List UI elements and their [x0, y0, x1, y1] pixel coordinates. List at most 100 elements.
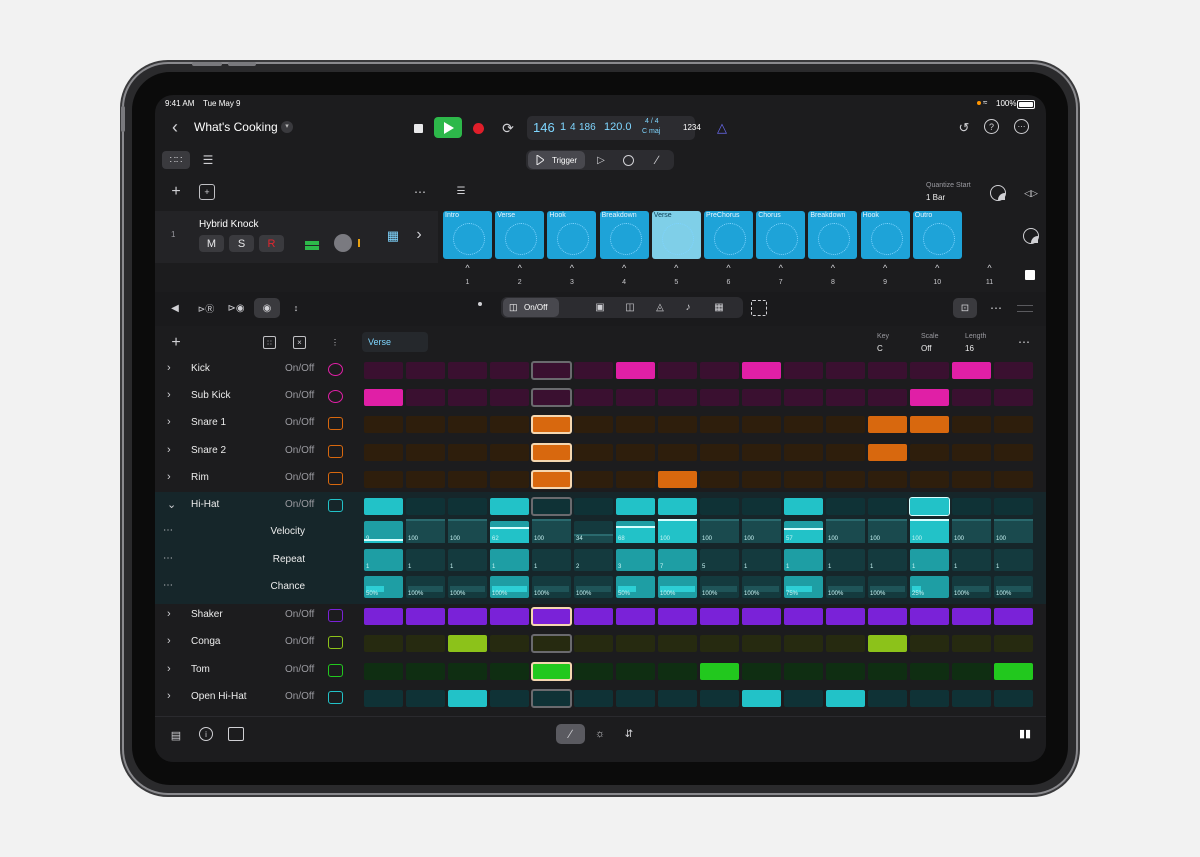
step-cell[interactable]: [784, 498, 823, 515]
step-cell[interactable]: [658, 663, 697, 680]
step-cell[interactable]: [784, 608, 823, 625]
velocity-cell[interactable]: 100: [910, 519, 949, 543]
step-cell[interactable]: [952, 416, 991, 433]
velocity-cell[interactable]: 100: [868, 519, 907, 543]
step-cell[interactable]: [868, 663, 907, 680]
step-cell[interactable]: [868, 362, 907, 379]
timer-button[interactable]: [1023, 228, 1039, 244]
step-cell[interactable]: [490, 416, 529, 433]
step-cell[interactable]: [910, 389, 949, 406]
step-cell[interactable]: [616, 635, 655, 652]
step-cell[interactable]: [784, 690, 823, 707]
scene-launch-chevron-up-icon[interactable]: ^: [778, 263, 783, 273]
scene-launch-chevron-up-icon[interactable]: ^: [830, 263, 835, 273]
repeat-cell[interactable]: 1: [868, 549, 907, 571]
mixer-button[interactable]: ⇵: [621, 726, 637, 742]
step-cell[interactable]: [490, 635, 529, 652]
velocity-cell[interactable]: 100: [826, 519, 865, 543]
step-cell[interactable]: [574, 498, 613, 515]
step-cell[interactable]: [406, 416, 445, 433]
step-cell[interactable]: [910, 690, 949, 707]
step-cell[interactable]: [574, 362, 613, 379]
repeat-cell[interactable]: 1: [532, 549, 571, 571]
step-cell[interactable]: [574, 471, 613, 488]
step-cell[interactable]: [364, 389, 403, 406]
row-mode[interactable]: On/Off: [285, 499, 315, 510]
clear-pattern-button[interactable]: ×: [293, 336, 306, 349]
step-cell[interactable]: [784, 362, 823, 379]
step-cell[interactable]: [574, 635, 613, 652]
velocity-cell[interactable]: 100: [532, 519, 571, 543]
step-cell[interactable]: [448, 362, 487, 379]
velocity-label[interactable]: Velocity: [270, 526, 305, 537]
step-cell[interactable]: [406, 444, 445, 461]
chevron-right-icon[interactable]: ›: [167, 663, 171, 675]
velocity-cell[interactable]: 100: [658, 519, 697, 543]
row-mode[interactable]: On/Off: [285, 691, 315, 702]
step-cell[interactable]: [616, 608, 655, 625]
step-cell[interactable]: [658, 389, 697, 406]
grid-view-button[interactable]: ∷∷: [162, 151, 190, 169]
step-cell[interactable]: [826, 444, 865, 461]
repeat-cell[interactable]: 1: [784, 549, 823, 571]
editor-more-button[interactable]: ⋯: [988, 300, 1004, 316]
chance-cell[interactable]: 100%: [952, 576, 991, 598]
row-mode[interactable]: On/Off: [285, 417, 315, 428]
step-cell[interactable]: [658, 635, 697, 652]
step-cell[interactable]: [658, 416, 697, 433]
scene-clip[interactable]: Chorus: [756, 211, 806, 259]
step-cell[interactable]: [826, 690, 865, 707]
step-cell[interactable]: [616, 471, 655, 488]
step-cell[interactable]: [742, 498, 781, 515]
row-name[interactable]: Open Hi-Hat: [191, 691, 247, 702]
step-cell[interactable]: [868, 416, 907, 433]
chevron-right-icon[interactable]: ›: [167, 635, 171, 647]
project-title[interactable]: What's Cooking: [194, 120, 278, 134]
chance-cell[interactable]: 100%: [574, 576, 613, 598]
chance-cell[interactable]: 50%: [616, 576, 655, 598]
loop-brain-icon[interactable]: ⊳◉: [227, 302, 245, 314]
step-cell[interactable]: [448, 444, 487, 461]
step-cell[interactable]: [531, 634, 572, 653]
step-cell[interactable]: [784, 416, 823, 433]
scene-launch-chevron-up-icon[interactable]: ^: [726, 263, 731, 273]
chance-cell[interactable]: 100%: [700, 576, 739, 598]
chance-cell[interactable]: 100%: [742, 576, 781, 598]
chance-cell[interactable]: 100%: [658, 576, 697, 598]
chevron-down-icon[interactable]: ⌄: [167, 499, 177, 511]
chevron-right-icon[interactable]: ›: [167, 362, 171, 374]
step-cell[interactable]: [364, 690, 403, 707]
scene-clip[interactable]: Breakdown: [599, 211, 649, 259]
step-cell[interactable]: [700, 498, 739, 515]
step-cell[interactable]: [406, 362, 445, 379]
chance-cell[interactable]: 100%: [826, 576, 865, 598]
step-cell[interactable]: [574, 608, 613, 625]
step-cell[interactable]: [531, 388, 572, 407]
step-cell[interactable]: [700, 444, 739, 461]
step-cell[interactable]: [826, 608, 865, 625]
keyboard-button[interactable]: ▮▮: [1016, 726, 1034, 740]
step-cell[interactable]: [994, 444, 1033, 461]
step-cell[interactable]: [910, 471, 949, 488]
step-cell[interactable]: [490, 471, 529, 488]
step-cell[interactable]: [700, 471, 739, 488]
velocity-cell[interactable]: 68: [616, 521, 655, 543]
repeat-cell[interactable]: 1: [994, 549, 1033, 571]
row-name[interactable]: Snare 1: [191, 417, 227, 428]
step-cell[interactable]: [531, 361, 572, 380]
repeat-cell[interactable]: 1: [364, 549, 403, 571]
step-cell[interactable]: [406, 389, 445, 406]
step-cell[interactable]: [868, 389, 907, 406]
step-cell[interactable]: [826, 362, 865, 379]
step-cell[interactable]: [448, 498, 487, 515]
scene-clip[interactable]: Hook: [860, 211, 910, 259]
chance-mode-icon[interactable]: ▦: [714, 301, 724, 313]
step-cell[interactable]: [952, 362, 991, 379]
step-cell[interactable]: [531, 689, 572, 708]
scene-launch-chevron-up-icon[interactable]: ^: [987, 263, 992, 273]
step-cell[interactable]: [658, 498, 697, 515]
step-cell[interactable]: [448, 416, 487, 433]
step-cell[interactable]: [448, 471, 487, 488]
key-value[interactable]: C: [877, 344, 883, 353]
row-mode[interactable]: On/Off: [285, 664, 315, 675]
